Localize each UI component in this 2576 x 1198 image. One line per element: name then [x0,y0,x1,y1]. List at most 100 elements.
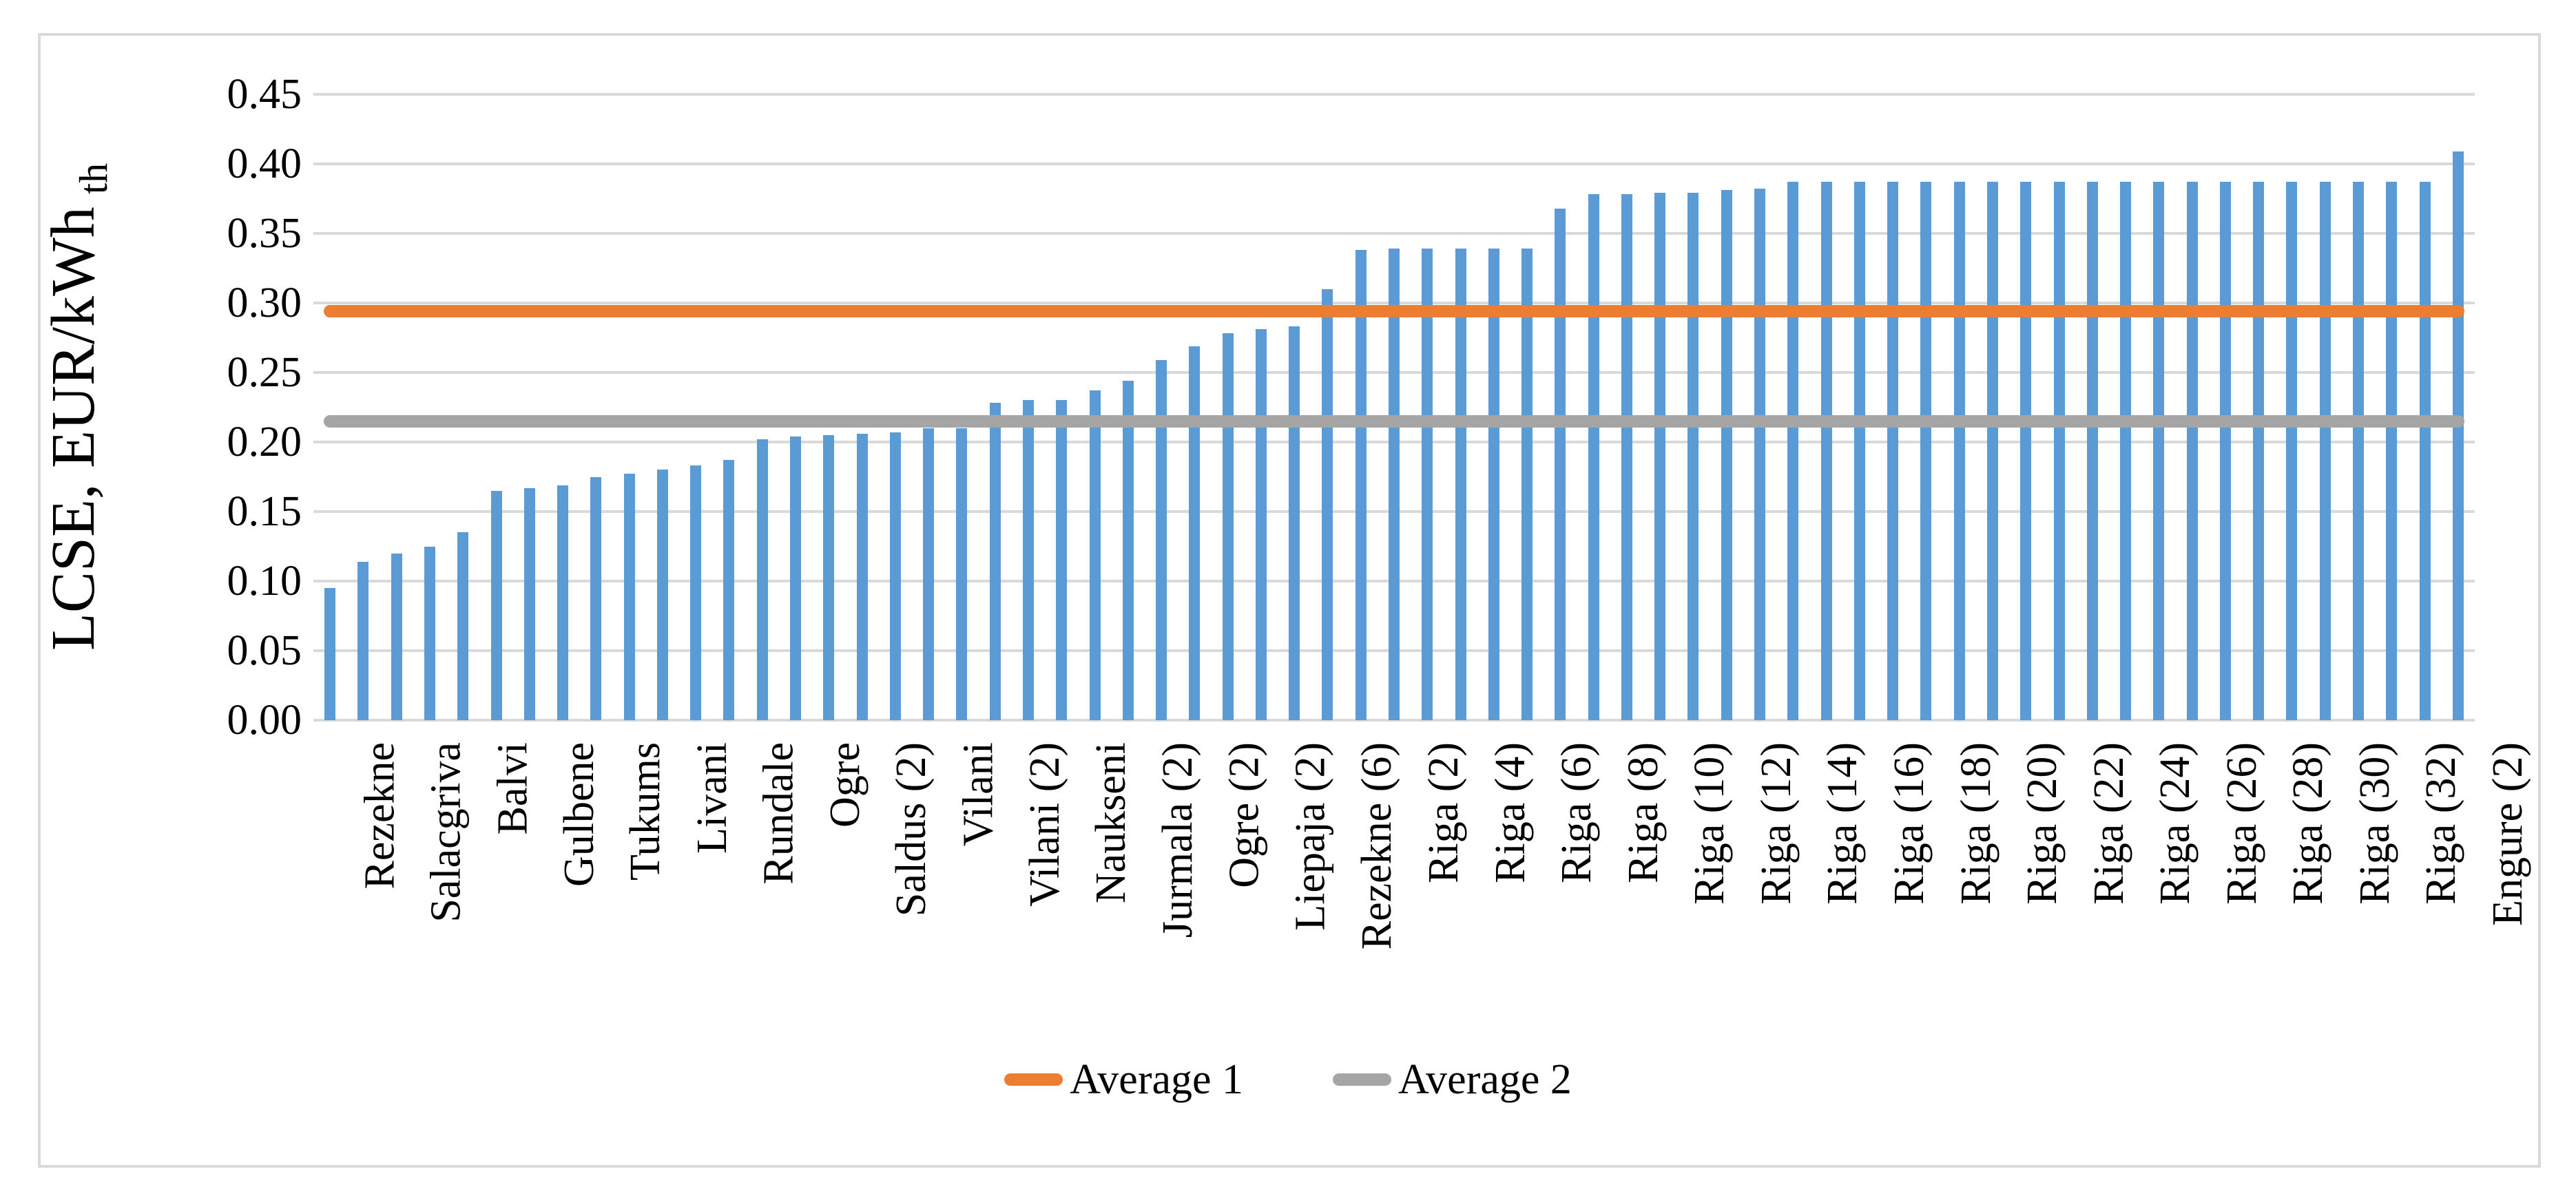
bar [1322,288,1333,720]
x-tick-label: Rezekne [356,742,404,890]
bar [1721,190,1732,720]
x-tick-label: Engure (2) [2484,742,2531,926]
average-2-line [324,414,2464,428]
bar [1920,182,1932,720]
bar [424,546,435,720]
bar [1820,182,1832,720]
legend-label-average-2: Average 2 [1398,1056,1572,1103]
x-tick-label: Rundale [755,742,802,885]
bar [590,476,602,720]
bar [856,433,868,720]
bar [2452,151,2464,720]
x-tick-label: Riga (20) [2019,742,2066,905]
bar [1389,249,1400,720]
y-tick-label: 0.00 [227,697,302,744]
bar [1089,390,1101,720]
x-tick-label: Riga (12) [1752,742,1800,905]
bar [2319,182,2331,720]
x-tick-label: Riga (2) [1420,742,1467,883]
x-tick-label: Riga (26) [2218,742,2265,905]
x-tick-label: Riga (30) [2351,742,2398,905]
x-tick-label: Ogre (2) [1221,742,1268,888]
bar [324,588,336,720]
bar [2053,182,2065,720]
x-tick-label: Rezekne (6) [1353,742,1401,950]
y-tick-label: 0.40 [227,140,302,187]
y-axis-title-subscript: th [71,162,116,195]
bar [2086,182,2098,720]
y-tick-label: 0.30 [227,280,302,326]
x-tick-label: Saldus (2) [888,742,935,917]
x-tick-label: Naukseni [1088,742,1135,904]
bar [1853,182,1865,720]
x-tick-label: Riga (14) [1819,742,1867,905]
bar [457,532,469,720]
bar [1289,326,1300,720]
average-1-line-swatch [1004,1073,1063,1086]
bar [1621,194,1632,720]
bar [2219,182,2231,720]
y-axis-title: LCSE, EUR/kWh th [38,163,116,651]
bar [790,436,801,720]
bar [989,403,1001,720]
x-tick-label: Riga (4) [1486,742,1534,883]
bar [490,490,502,720]
average-2-line-swatch [1333,1073,1391,1086]
x-tick-label: Riga (10) [1686,742,1734,905]
bar [391,553,402,720]
y-axis-title-text: LCSE, EUR/kWh [39,207,107,651]
bar [1555,208,1566,720]
bar [956,428,968,720]
x-tick-label: Riga (22) [2085,742,2132,905]
bar [1122,381,1134,720]
bar [889,432,901,720]
y-tick-label: 0.45 [227,71,302,118]
bar [1787,182,1799,720]
bar [2353,182,2365,720]
bar [1422,249,1433,720]
bar [2153,182,2165,720]
bar [656,470,668,720]
bar [1953,182,1965,720]
bar [1222,333,1234,720]
x-tick-label: Riga (8) [1619,742,1667,883]
bar [2419,182,2431,720]
gridline [313,93,2475,96]
bar [1521,249,1533,720]
bar [1455,249,1466,720]
legend: Average 1 Average 2 [0,1055,2576,1104]
x-tick-label: Ogre [822,742,869,828]
bar [1986,182,1998,720]
x-tick-label: Riga (6) [1553,742,1601,883]
gridline [313,232,2475,235]
y-tick-label: 0.10 [227,558,302,605]
y-tick-label: 0.25 [227,349,302,396]
bar [357,561,369,720]
bar [690,465,702,720]
y-tick-label: 0.35 [227,210,302,257]
y-tick-label: 0.05 [227,627,302,674]
bar [2120,182,2132,720]
bar [756,439,768,720]
bar [1687,193,1699,720]
bar [1355,250,1367,720]
bar [1754,189,1766,720]
x-tick-label: Balvi [489,742,537,835]
bar [923,428,935,720]
y-tick-label: 0.15 [227,488,302,535]
legend-item-average-2: Average 2 [1333,1055,1572,1104]
bar [1488,249,1499,720]
gridline [313,719,2475,722]
x-tick-label: Vilani [955,742,1002,847]
x-tick-label: Jurmala (2) [1154,742,1201,938]
bar [623,474,635,720]
x-tick-label: Salacgriva [422,742,470,923]
bar [1255,329,1267,720]
x-tick-label: Gulbene [555,742,603,887]
average-1-line [324,305,2464,318]
legend-label-average-1: Average 1 [1070,1056,1243,1103]
x-tick-label: Vilani (2) [1021,742,1068,907]
x-tick-label: Livani [688,742,736,854]
bar [723,460,735,720]
bar [1056,400,1068,720]
